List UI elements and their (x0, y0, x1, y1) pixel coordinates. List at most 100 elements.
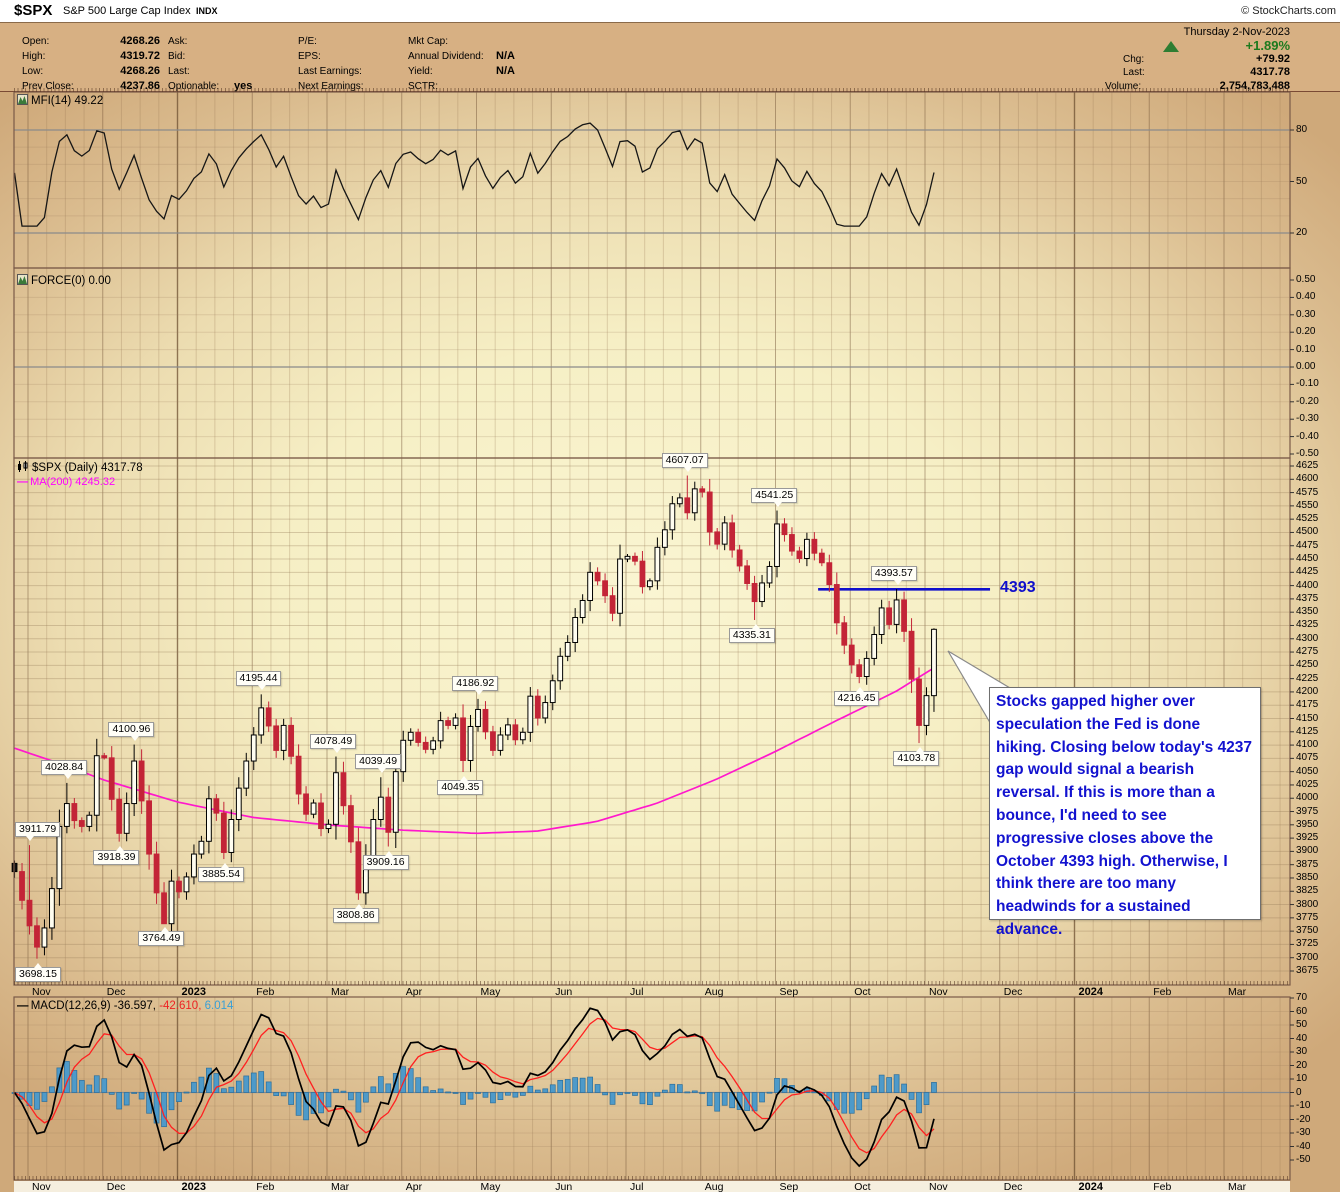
x-axis-month-label: Jun (555, 986, 573, 998)
macd-axis-label: 0 (1296, 1086, 1302, 1098)
macd-histogram-bar (497, 1092, 504, 1100)
price-axis-label: 3800 (1296, 898, 1319, 910)
x-axis-labels-mid: Nov Dec 2023 Feb Mar Apr May Jun Jul Aug Sep Oct Nov… (14, 986, 1290, 999)
callout-pointer (161, 927, 170, 933)
x-axis-month-label: Mar (331, 986, 350, 998)
callout-pointer (63, 773, 72, 779)
x-axis-month-label: Nov (929, 1181, 948, 1192)
x-axis-month-label: May (480, 986, 501, 998)
macd-histogram-bar (116, 1092, 123, 1110)
ma200-line (14, 667, 935, 835)
macd-histogram-bar (198, 1076, 205, 1093)
macd-histogram-bar (871, 1085, 878, 1093)
macd-axis-label: -40 (1296, 1140, 1311, 1152)
price-axis-label: 4150 (1296, 712, 1319, 724)
macd-histogram-bar (512, 1092, 519, 1098)
chg-value: +79.92 (1256, 52, 1290, 65)
macd-histogram-bar (587, 1076, 593, 1093)
candle-body (766, 565, 773, 584)
force-axis-label: 0.10 (1296, 343, 1316, 355)
candle-body (901, 599, 907, 632)
macd-histogram-bar (78, 1080, 85, 1093)
candle-body (340, 772, 347, 807)
macd-histogram-bar (191, 1081, 197, 1093)
candle-body (243, 760, 250, 789)
macd-histogram-bar (93, 1075, 100, 1093)
callout-pointer (916, 747, 924, 753)
quote-label: Last Earnings: (298, 66, 362, 77)
price-axis-label: 4200 (1296, 685, 1319, 697)
price-axis-label: 3775 (1296, 911, 1319, 923)
candle-body (49, 888, 55, 929)
x-axis-month-label: May (480, 1181, 501, 1192)
x-axis-month-label: Feb (256, 1181, 275, 1192)
price-callout: 4186.92 (452, 675, 499, 695)
candle-body (318, 802, 324, 830)
macd-histogram-bar (355, 1092, 362, 1113)
price-axis-label: 4475 (1296, 539, 1319, 551)
price-callout: 4393.57 (870, 566, 917, 586)
candle-body (475, 708, 481, 727)
candle-body (482, 708, 489, 733)
candle-body (617, 558, 623, 614)
candle-body (258, 707, 265, 736)
macd-histogram-bar (415, 1077, 422, 1093)
macd-panel-label: — MACD(12,26,9) -36.597, -42.610, 6.014 (17, 1000, 233, 1012)
quote-label: Yield: (408, 66, 433, 77)
candle-body (527, 695, 534, 733)
price-axis-label: 4300 (1296, 632, 1319, 644)
price-axis-label: 4000 (1296, 792, 1319, 804)
price-label-text: $SPX (Daily) 4317.78 (32, 462, 143, 474)
quote-row: Next Earnings: (298, 79, 390, 94)
macd-histogram-bar (647, 1092, 653, 1106)
macd-axis-label: -30 (1296, 1127, 1311, 1138)
macd-histogram-bar (228, 1086, 235, 1093)
price-callout: 4049.35 (437, 776, 484, 795)
price-axis-label: 4425 (1296, 566, 1319, 578)
mfi-axis-label: 50 (1296, 175, 1308, 187)
macd-histogram-bar (751, 1092, 758, 1112)
change-percent: +1.89% (1245, 38, 1290, 54)
macd-histogram-bar (452, 1092, 459, 1094)
price-callout: 3808.86 (332, 903, 379, 923)
quote-label: Annual Dividend: (408, 51, 484, 62)
macd-histogram-bar (482, 1092, 489, 1098)
quote-row: Ask: (168, 34, 252, 49)
quote-label: SCTR: (408, 81, 438, 92)
macd-histogram-bar (676, 1084, 683, 1093)
macd-histogram-bar (602, 1092, 608, 1096)
x-axis-month-label: 2024 (1078, 986, 1103, 998)
price-axis-label: 4100 (1296, 739, 1319, 751)
candle-body (19, 871, 25, 901)
candle-body (205, 798, 212, 842)
x-axis-month-label: Sep (779, 986, 799, 998)
x-axis-month-label: Dec (1003, 1181, 1023, 1192)
mfi-axis-label: 20 (1296, 227, 1308, 238)
last-value: 4317.78 (1250, 66, 1290, 79)
chart-background (0, 92, 1340, 1192)
macd-axis-label: 10 (1296, 1073, 1308, 1084)
callout-pointer (258, 685, 267, 691)
price-callout: 4039.49 (355, 754, 402, 774)
macd-histogram-bar (213, 1073, 220, 1093)
mfi-indicator-icon (17, 94, 28, 108)
price-axis-label: 4575 (1296, 486, 1319, 498)
x-axis-month-label: Mar (1228, 1181, 1247, 1192)
candle-body (34, 925, 40, 948)
macd-histogram-bar (505, 1092, 511, 1096)
macd-histogram-bar (519, 1092, 526, 1096)
x-axis-month-label: Dec (106, 1181, 126, 1192)
callout-pointer (773, 501, 782, 507)
callout-pointer (893, 580, 902, 586)
callout-pointer (355, 903, 364, 909)
price-callout: 4335.31 (728, 623, 775, 643)
price-callout: 4078.49 (310, 733, 357, 753)
macd-histogram-bar (71, 1070, 78, 1093)
price-callout: 3764.49 (138, 927, 185, 947)
panel-border (13, 91, 1291, 269)
force-axis-label: -0.30 (1296, 413, 1319, 425)
macd-histogram-bar (527, 1085, 534, 1093)
macd-histogram-bar (916, 1092, 922, 1114)
candle-body (280, 724, 287, 751)
price-callout: 4100.96 (108, 721, 155, 741)
